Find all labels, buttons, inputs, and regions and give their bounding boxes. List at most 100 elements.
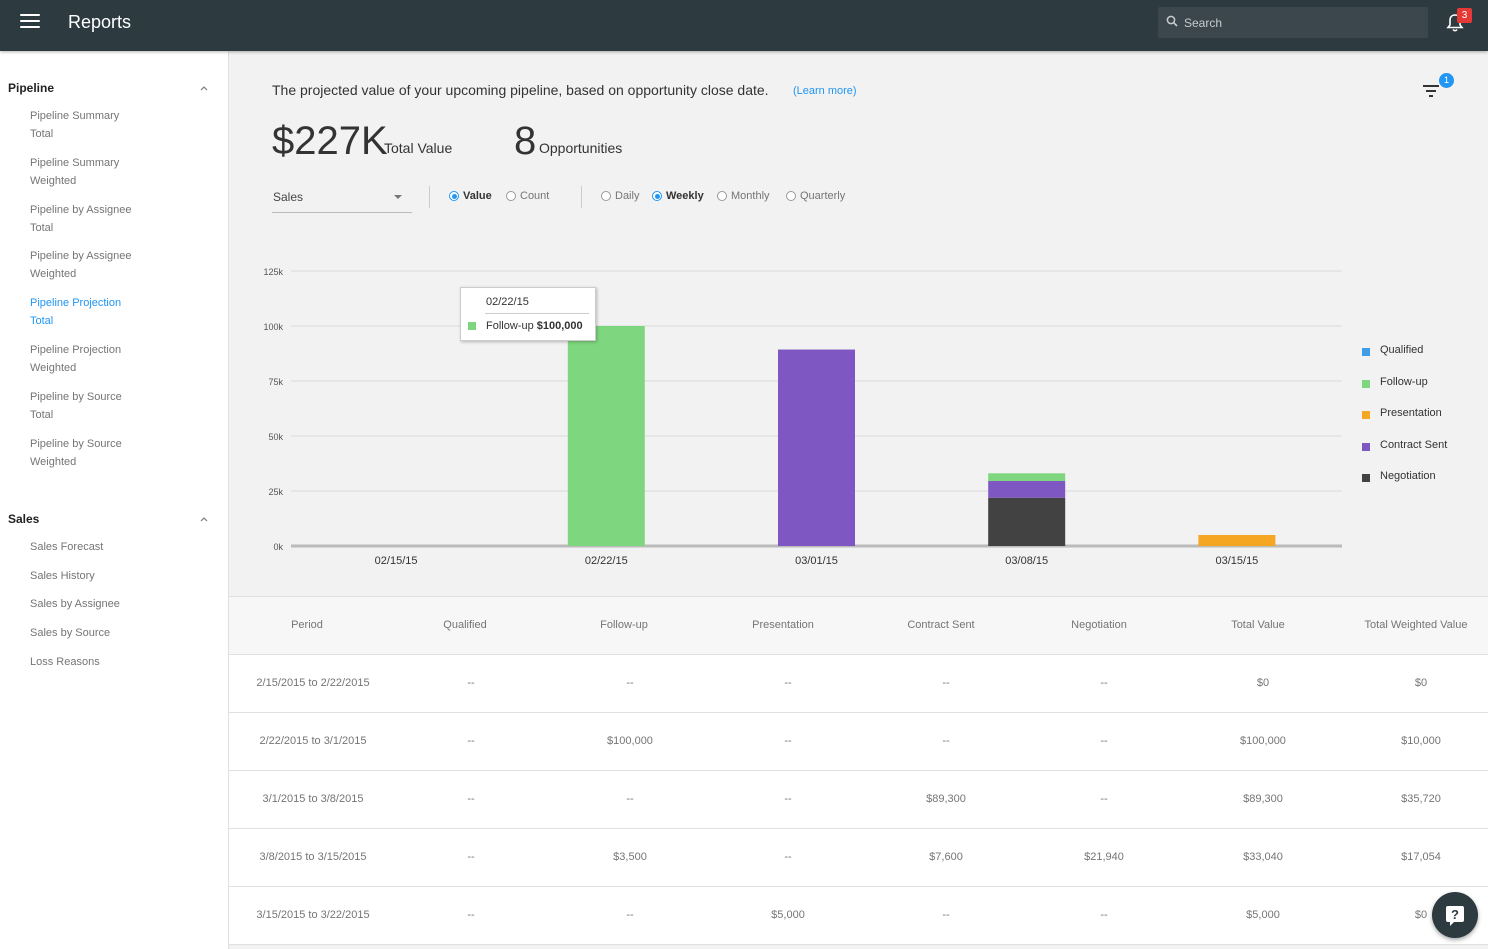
table-cell: $21,940 xyxy=(1084,851,1124,863)
sidebar-item-pipeline[interactable]: Pipeline by Source Total xyxy=(30,388,210,424)
sidebar-item-pipeline[interactable]: Pipeline by Assignee Total xyxy=(30,201,210,237)
chart-tooltip: 02/22/15 Follow-up $100,000 xyxy=(460,287,596,341)
bar-segment xyxy=(988,481,1066,498)
bar-segment xyxy=(988,473,1066,482)
table-cell: -- xyxy=(784,677,792,689)
table-cell: $35,720 xyxy=(1401,793,1441,805)
table-cell: $3,500 xyxy=(613,851,647,863)
hamburger-menu-icon[interactable] xyxy=(20,14,40,32)
pipeline-select[interactable]: Sales xyxy=(272,187,412,213)
sidebar-item-sales[interactable]: Sales History xyxy=(30,569,95,582)
sidebar-item-pipeline[interactable]: Pipeline Projection Total xyxy=(30,294,210,330)
radio-dot[interactable] xyxy=(449,191,459,201)
chevron-up-icon[interactable] xyxy=(199,515,209,523)
filter-count-badge: 1 xyxy=(1439,73,1454,88)
sidebar-item-sales[interactable]: Sales by Assignee xyxy=(30,598,120,611)
table-cell: 3/8/2015 to 3/15/2015 xyxy=(259,851,367,863)
sidebar-item-sales[interactable]: Loss Reasons xyxy=(30,655,100,668)
radio-label: Value xyxy=(463,190,492,202)
legend-swatch xyxy=(1362,379,1370,388)
table-cell: $10,000 xyxy=(1401,735,1441,747)
sidebar-item-pipeline[interactable]: Pipeline by Source Weighted xyxy=(30,435,210,471)
sidebar-item-sublabel: Total xyxy=(30,221,54,234)
sidebar-item-sales[interactable]: Sales Forecast xyxy=(30,541,104,553)
sidebar-section-pipeline[interactable]: Pipeline xyxy=(8,81,55,95)
table-cell: -- xyxy=(626,793,634,805)
legend-label: Negotiation xyxy=(1380,470,1436,482)
table-cell: $89,300 xyxy=(926,793,966,805)
filter-icon[interactable] xyxy=(1421,81,1443,99)
y-tick-label: 125k xyxy=(263,267,283,277)
radio-dot[interactable] xyxy=(601,191,611,201)
legend-label: Follow-up xyxy=(1380,375,1428,388)
sidebar-item-pipeline[interactable]: Pipeline Summary Total xyxy=(30,107,210,143)
table-row: 3/1/2015 to 3/8/2015 -- -- -- $89,300 -- $89,3… xyxy=(229,771,1488,829)
table-cell: 3/15/2015 to 3/22/2015 xyxy=(256,909,370,921)
opportunities-count: 8 xyxy=(514,119,537,163)
radio-dot[interactable] xyxy=(652,191,662,201)
tooltip-date: 02/22/15 xyxy=(486,296,529,308)
table-cell: -- xyxy=(467,735,475,747)
table-cell: -- xyxy=(626,677,634,689)
legend-swatch xyxy=(1362,474,1370,482)
radio-label: Quarterly xyxy=(800,190,846,202)
table-cell: -- xyxy=(942,909,950,921)
column-header[interactable]: Negotiation xyxy=(1071,619,1127,631)
table-cell: $5,000 xyxy=(771,909,805,921)
sidebar-item-sales[interactable]: Sales by Source xyxy=(30,627,111,640)
sidebar-item-pipeline[interactable]: Pipeline Summary Weighted xyxy=(30,154,210,190)
tooltip-swatch xyxy=(468,322,476,330)
x-tick-label: 02/15/15 xyxy=(375,555,418,567)
column-header[interactable]: Total Weighted Value xyxy=(1364,619,1468,631)
top-app-bar: Reports 3 xyxy=(0,0,1488,51)
column-header[interactable]: Follow-up xyxy=(600,619,648,631)
sidebar-item-label: Pipeline Projection xyxy=(30,297,122,310)
sidebar-section-sales[interactable]: Sales xyxy=(8,512,40,526)
legend-swatch xyxy=(1362,348,1370,356)
chevron-up-icon[interactable] xyxy=(199,84,209,92)
sidebar-item-label: Pipeline by Assignee xyxy=(30,203,132,216)
sidebar-item-pipeline[interactable]: Pipeline Projection Weighted xyxy=(30,341,210,377)
search-input[interactable] xyxy=(1184,7,1424,38)
table-cell: $89,300 xyxy=(1243,793,1283,805)
table-cell: $0 xyxy=(1256,677,1270,689)
radio-dot[interactable] xyxy=(506,191,516,201)
y-tick-label: 0k xyxy=(273,542,283,552)
bar-segment xyxy=(778,349,855,546)
search-box[interactable] xyxy=(1158,7,1428,38)
column-header[interactable]: Period xyxy=(291,619,323,631)
y-tick-label: 100k xyxy=(263,322,283,332)
column-header[interactable]: Total Value xyxy=(1231,619,1285,631)
sidebar-item-sublabel: Weighted xyxy=(30,455,77,468)
pipeline-projection-chart: 0k 25k 50k 75k 100k 125k 02/15/15 02/22/15 03/01… xyxy=(263,267,1342,567)
x-tick-label: 02/22/15 xyxy=(585,555,628,567)
bar-segment xyxy=(567,326,645,546)
reports-sidebar: Pipeline Pipeline Summary Total Pipeline S… xyxy=(0,51,229,949)
sidebar-item-pipeline[interactable]: Pipeline by Assignee Weighted xyxy=(30,247,210,283)
sidebar-item-sublabel: Weighted xyxy=(30,174,77,187)
radio-dot[interactable] xyxy=(786,191,796,201)
radio-dot[interactable] xyxy=(717,191,727,201)
table-cell: -- xyxy=(784,735,792,747)
bar-segment xyxy=(1198,535,1276,546)
sidebar-item-sublabel: Total xyxy=(30,408,54,421)
sidebar-item-sublabel: Weighted xyxy=(30,268,77,281)
table-cell: -- xyxy=(626,909,634,921)
column-header[interactable]: Qualified xyxy=(443,619,487,631)
table-row: 2/15/2015 to 2/22/2015 -- -- -- -- -- $0 $0 xyxy=(229,655,1488,713)
sidebar-item-label: Pipeline Summary xyxy=(30,110,120,122)
sidebar-item-label: Pipeline by Source xyxy=(30,437,122,450)
opportunities-label: Opportunities xyxy=(539,140,623,156)
sidebar-item-sublabel: Total xyxy=(30,128,54,140)
radio-label: Monthly xyxy=(731,190,770,202)
column-header[interactable]: Contract Sent xyxy=(907,619,975,631)
sidebar-item-sublabel: Weighted xyxy=(30,362,77,374)
column-header[interactable]: Presentation xyxy=(752,619,814,631)
table-cell: 2/15/2015 to 2/22/2015 xyxy=(256,677,370,689)
table-row: 2/22/2015 to 3/1/2015 -- $100,000 -- -- -- $10… xyxy=(229,713,1488,771)
table-cell: -- xyxy=(467,793,475,805)
divider xyxy=(581,186,582,208)
report-main: The projected value of your upcoming pip… xyxy=(229,51,1488,949)
learn-more-link[interactable]: (Learn more) xyxy=(793,85,857,97)
help-button[interactable]: ? xyxy=(1432,892,1478,938)
